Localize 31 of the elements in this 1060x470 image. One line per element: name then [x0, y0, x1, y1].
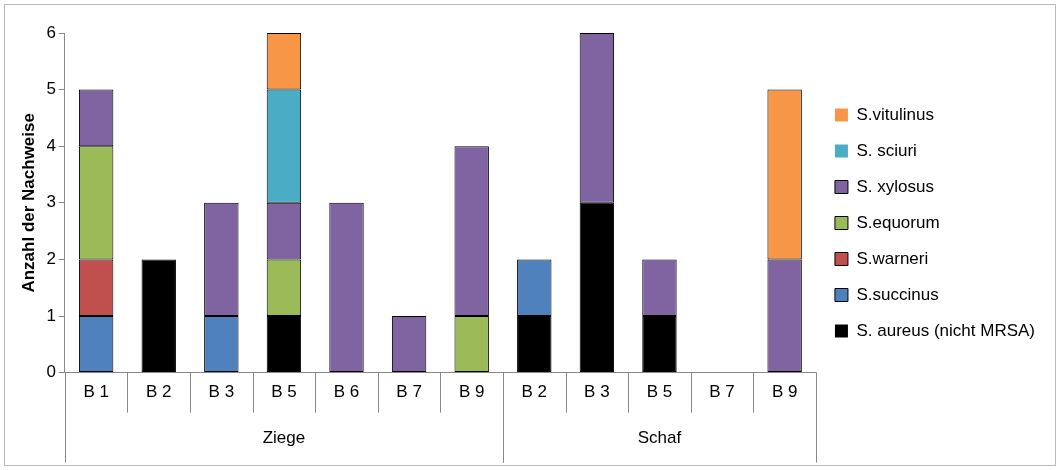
- legend-label: S.warneri: [856, 248, 929, 268]
- legend-label: S. sciuri: [856, 140, 917, 160]
- y-tick-label: 0: [46, 362, 56, 382]
- x-tick-label: B 7: [396, 382, 422, 402]
- x-tick-label: B 9: [771, 382, 798, 402]
- legend-label: S. xylosus: [856, 176, 934, 196]
- x-tick-label: B 6: [333, 382, 360, 402]
- legend-label: S. aureus (nicht MRSA): [856, 320, 1035, 340]
- x-tick-label: B 3: [584, 382, 610, 402]
- x-tick-label: B 3: [208, 382, 235, 402]
- y-tick-label: 4: [46, 135, 56, 155]
- legend-label: S.succinus: [856, 284, 939, 304]
- y-tick-label: 2: [46, 249, 56, 269]
- legend-label: S.equorum: [856, 212, 940, 232]
- y-tick-label: 3: [46, 192, 56, 212]
- text: Ziege: [262, 428, 306, 448]
- legend-label: S.vitulinus: [856, 104, 934, 124]
- y-tick-label: 5: [46, 79, 56, 99]
- bar: [642, 316, 677, 373]
- y-tick-label: 1: [46, 305, 56, 325]
- y-axis-title: Anzahl der Nachweise: [18, 113, 38, 293]
- x-tick-label: B 2: [145, 382, 172, 402]
- x-tick-label: B 2: [521, 382, 548, 402]
- x-tick-label: B 7: [709, 382, 735, 402]
- y-tick-label: 6: [46, 22, 56, 42]
- x-tick-label: B 9: [458, 382, 485, 402]
- text: Schaf: [637, 428, 682, 448]
- bar: [141, 259, 176, 373]
- x-tick-label: B 1: [83, 382, 109, 402]
- x-tick-label: B 5: [271, 382, 297, 402]
- x-tick-label: B 5: [646, 382, 673, 402]
